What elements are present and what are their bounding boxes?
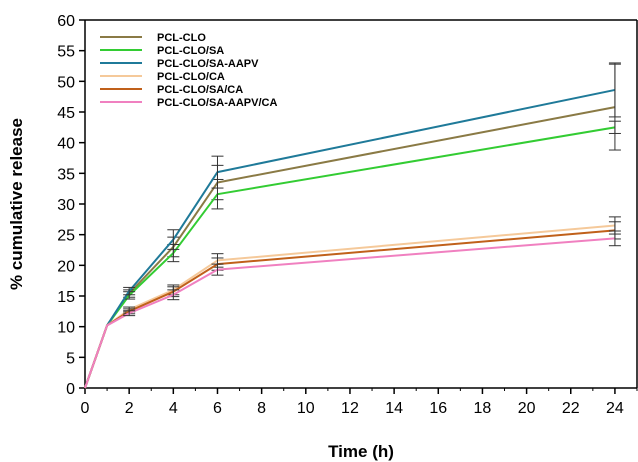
legend-label: PCL-CLO/SA/CA: [157, 84, 243, 96]
x-axis-title: Time (h): [328, 442, 394, 461]
legend-label: PCL-CLO/SA: [157, 45, 224, 57]
y-tick-label: 15: [57, 289, 75, 306]
y-tick-label: 55: [57, 44, 75, 61]
y-tick-label: 45: [57, 105, 75, 122]
y-tick-label: 10: [57, 320, 75, 337]
y-tick-label: 0: [66, 381, 75, 398]
x-tick-label: 12: [341, 400, 359, 417]
x-tick-label: 10: [297, 400, 315, 417]
x-tick-label: 22: [562, 400, 580, 417]
y-tick-label: 30: [57, 197, 75, 214]
y-ticks: 0 5 10 15 20 25 30 35 40 45 50 55 60: [57, 13, 85, 398]
x-tick-label: 20: [518, 400, 536, 417]
y-tick-label: 60: [57, 13, 75, 30]
series-line-4: [84, 229, 616, 389]
y-tick-label: 50: [57, 74, 75, 91]
y-tick-label: 25: [57, 228, 75, 245]
x-tick-label: 16: [429, 400, 447, 417]
legend-label: PCL-CLO/SA-AAPV/CA: [157, 97, 277, 109]
y-tick-label: 35: [57, 166, 75, 183]
x-tick-label: 24: [606, 400, 624, 417]
legend-label: PCL-CLO: [157, 32, 206, 44]
legend-label: PCL-CLO/SA-AAPV: [157, 58, 259, 70]
legend-label: PCL-CLO/CA: [157, 71, 225, 83]
y-axis-title: % cumulative release: [7, 118, 26, 290]
series-line-5: [84, 237, 615, 389]
x-tick-label: 0: [81, 400, 90, 417]
legend: PCL-CLOPCL-CLO/SAPCL-CLO/SA-AAPVPCL-CLO/…: [100, 32, 277, 109]
x-tick-label: 6: [213, 400, 222, 417]
y-tick-label: 40: [57, 136, 75, 153]
x-tick-label: 18: [474, 400, 492, 417]
x-ticks: 0 2 4 6 8 10 12 14 16 18 20 22 24: [81, 388, 638, 417]
series-layer: [84, 62, 621, 389]
series-line-0: [84, 106, 616, 389]
x-tick-label: 14: [385, 400, 403, 417]
y-tick-label: 20: [57, 258, 75, 275]
series-line-2: [84, 88, 616, 389]
x-tick-label: 8: [257, 400, 266, 417]
x-tick-label: 2: [125, 400, 134, 417]
y-tick-label: 5: [66, 350, 75, 367]
x-tick-label: 4: [169, 400, 178, 417]
